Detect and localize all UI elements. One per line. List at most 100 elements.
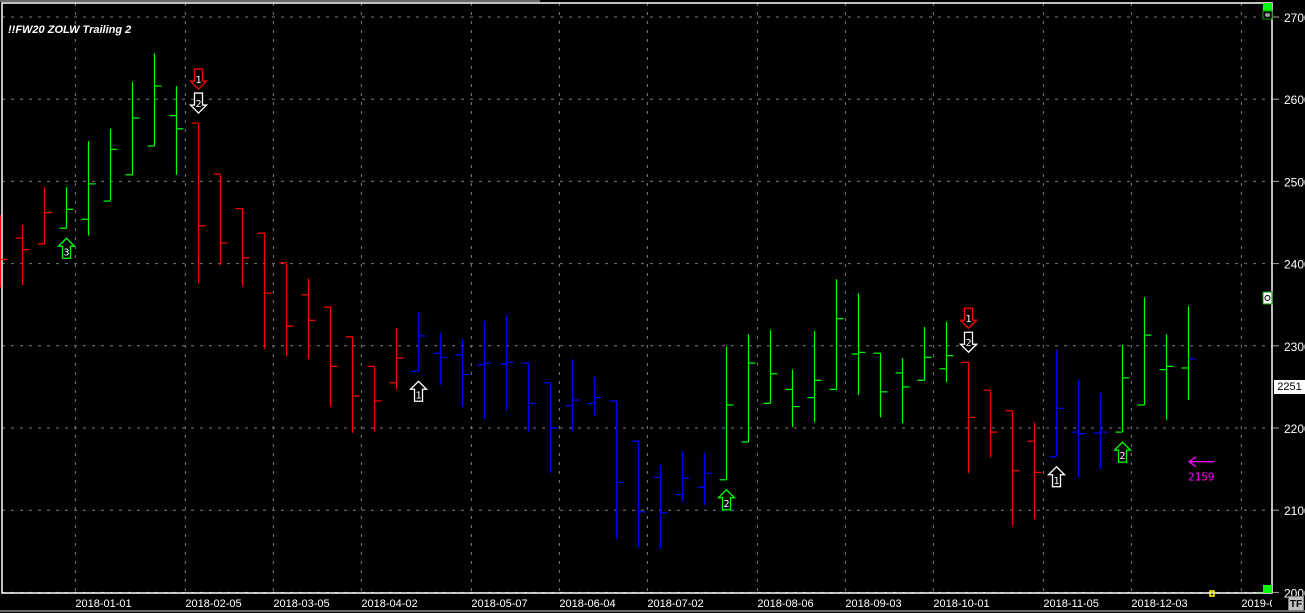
bottom-scroll-marker[interactable] (1263, 585, 1272, 593)
arrow-down-icon (958, 307, 979, 330)
timeframe-button[interactable]: TF (1288, 596, 1304, 611)
ohlc-bar (257, 232, 272, 350)
x-tick-label: 2018-09-03 (845, 598, 901, 610)
ohlc-bar (147, 53, 162, 147)
ohlc-bar (433, 332, 448, 386)
ohlc-bar (675, 451, 690, 502)
ohlc-bar (499, 316, 514, 411)
y-tick-label: 2300 (1284, 340, 1305, 354)
y-tick-label: 2100 (1284, 504, 1305, 518)
signal-down-arrow-icon: 1 (958, 307, 979, 330)
ohlc-bar (741, 334, 756, 443)
handle-circle-glyph (1264, 295, 1271, 301)
ohlc-bar (169, 86, 184, 175)
x-tick-label: 2018-12-03 (1131, 598, 1187, 610)
x-tick-label: 2018-11-05 (1043, 598, 1098, 610)
ohlc-bar (697, 452, 712, 506)
ohlc-bar (103, 128, 118, 202)
signal-label: 1 (195, 75, 201, 86)
ohlc-bar (587, 377, 602, 416)
signal-down-arrow-icon: 2 (188, 92, 209, 114)
ohlc-bar (543, 382, 558, 474)
date-axis: 2018-01-01 2018-02-05 2018-03-05 2018-04-02… (0, 598, 1305, 612)
ohlc-bar (235, 207, 250, 286)
x-tick-label: 2018-01-01 (75, 598, 131, 610)
ohlc-bar (807, 331, 822, 423)
target-price-label: 2159 (1188, 471, 1215, 484)
ohlc-bar (939, 321, 954, 382)
x-tick-label: 2018-07-02 (647, 598, 703, 610)
ohlc-bar (389, 327, 404, 390)
ohlc-bar (301, 278, 316, 359)
signal-label: 1 (1053, 476, 1059, 487)
ohlc-bar (565, 358, 580, 432)
price-bars (0, 53, 1196, 549)
ohlc-bar (1181, 306, 1196, 401)
handle-glyph (1265, 13, 1270, 17)
y-tick-label: 2700 (1284, 11, 1305, 25)
y-tick-label: 2600 (1284, 93, 1305, 107)
ohlc-bar (829, 279, 844, 390)
x-tick-label: 2018-04-02 (361, 598, 417, 610)
plot-frame (1, 2, 1273, 594)
ohlc-bar (1027, 422, 1042, 520)
signal-label: 2 (723, 499, 729, 510)
scroll-markers (1209, 3, 1273, 597)
ohlc-bar (0, 215, 8, 288)
arrow-down-icon (188, 68, 209, 90)
top-strip (0, 0, 540, 2)
ohlc-bar (455, 339, 470, 407)
ohlc-bar (59, 187, 74, 229)
ohlc-bar (1071, 380, 1086, 478)
ohlc-bar (917, 326, 932, 381)
ohlc-bar (477, 321, 492, 419)
y-tick-label: 2200 (1284, 422, 1305, 436)
signal-label: 2 (1119, 451, 1125, 462)
arrow-up-icon (56, 237, 77, 259)
ohlc-bar (213, 173, 228, 266)
signal-arrows: 3 2 1 1 2 2 1 1 2 (56, 68, 1133, 511)
ohlc-bar (653, 464, 668, 549)
signal-up-arrow-icon: 2 (716, 488, 737, 511)
ohlc-bar (895, 358, 910, 424)
y-tick-label: 2400 (1284, 258, 1305, 272)
ohlc-bar (1005, 410, 1020, 526)
x-tick-label: 2018-02-05 (185, 598, 241, 610)
ohlc-bar (1093, 392, 1108, 470)
ohlc-bar (521, 362, 536, 432)
arrow-up-icon (1046, 465, 1067, 488)
ohlc-bar (983, 389, 998, 458)
top-scroll-marker[interactable] (1263, 3, 1272, 11)
ohlc-bar (81, 141, 96, 236)
ohlc-bar (191, 122, 206, 284)
ohlc-bar (719, 346, 734, 481)
ohlc-bar (1159, 334, 1174, 420)
ohlc-bar (1115, 344, 1130, 433)
signal-label: 2 (195, 99, 201, 110)
ohlc-bar (851, 293, 866, 396)
ohlc-bar (323, 306, 338, 407)
ohlc-bar (345, 336, 360, 433)
last-price-label: 2251 (1274, 380, 1305, 394)
arrow-up-icon (716, 488, 737, 511)
ohlc-bar (125, 81, 140, 176)
ohlc-bar (763, 330, 778, 404)
signal-down-arrow-icon: 1 (188, 68, 209, 90)
arrow-down-icon (958, 331, 979, 354)
time-cursor-marker[interactable] (1209, 590, 1215, 597)
signal-up-arrow-icon: 1 (1046, 465, 1067, 488)
x-tick-label: 2018-05-07 (471, 598, 527, 610)
ohlc-bar (279, 262, 294, 356)
arrow-up-icon (1112, 441, 1133, 463)
price-axis: 20002100220023002400250026002700 (1273, 11, 1305, 600)
ohlc-bar (411, 312, 426, 372)
ohlc-bar (609, 400, 624, 539)
signal-label: 3 (63, 247, 69, 258)
arrow-down-icon (188, 92, 209, 114)
grid-lines (2, 3, 1272, 593)
ohlc-bar (873, 352, 888, 418)
price-scale-handle-icon[interactable] (1262, 291, 1273, 305)
top-zoom-handle-icon[interactable] (1262, 10, 1273, 20)
ohlc-bar (1137, 297, 1152, 406)
